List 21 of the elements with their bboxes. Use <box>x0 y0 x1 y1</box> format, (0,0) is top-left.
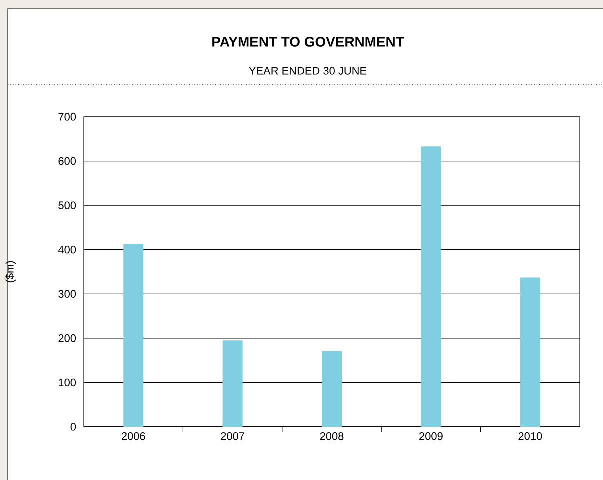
y-tick-label: 200 <box>58 334 76 342</box>
x-tick-label: 2007 <box>221 432 244 440</box>
chart-subtitle: YEAR ENDED 30 JUNE <box>249 67 367 75</box>
chart-title: PAYMENT TO GOVERNMENT <box>212 37 404 47</box>
x-tick-label: 2009 <box>420 432 443 440</box>
bar <box>222 340 243 427</box>
y-tick-label: 400 <box>58 246 76 254</box>
y-axis-title: ($m) <box>6 261 16 283</box>
y-tick-label: 600 <box>58 157 76 166</box>
x-tick-label: 2008 <box>320 432 344 440</box>
x-tick-label: 2010 <box>518 432 542 440</box>
bar <box>520 278 540 427</box>
y-tick-label: 700 <box>58 113 76 121</box>
y-tick-label: 0 <box>70 423 76 431</box>
x-tick-label: 2006 <box>122 432 146 440</box>
y-tick-label: 500 <box>58 202 76 210</box>
bar <box>322 351 342 427</box>
bar <box>421 146 442 427</box>
y-tick-label: 100 <box>59 378 76 387</box>
bar <box>124 244 144 427</box>
y-tick-label: 300 <box>58 290 76 298</box>
